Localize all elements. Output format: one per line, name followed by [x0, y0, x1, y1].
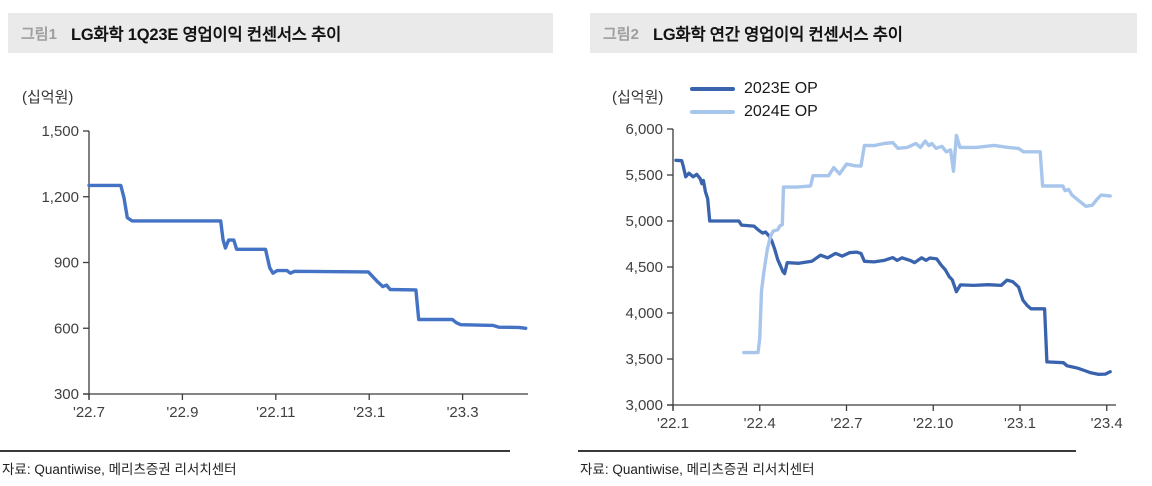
figure-2-tag: 그림2 [603, 25, 639, 43]
svg-text:'23.1: '23.1 [1004, 415, 1036, 432]
svg-text:5,500: 5,500 [625, 167, 663, 184]
quarterly-op-consensus-chart: 300 600 900 1,200 1,500 '22.7 '22.9 '22.11 '23.1… [41, 123, 528, 421]
figure-1-tag: 그림1 [21, 25, 57, 43]
figure-2-title: LG화학 연간 영업이익 컨센서스 추이 [652, 26, 903, 44]
figure-2-unit-label: (십억원) [612, 89, 664, 106]
svg-text:'22.11: '22.11 [256, 404, 295, 421]
figure-2-divider [578, 450, 1076, 452]
chart-legend: 2023E OP 2024E OP [690, 80, 818, 120]
legend-swatch-2024e-op [690, 110, 735, 114]
svg-text:'22.7: '22.7 [830, 415, 862, 432]
svg-text:'23.1: '23.1 [353, 404, 385, 421]
figure-1-title: LG화학 1Q23E 영업이익 컨센서스 추이 [70, 26, 342, 44]
svg-text:3,500: 3,500 [625, 351, 663, 368]
figure-2-source-note: 자료: Quantiwise, 메리츠증권 리서치센터 [580, 462, 815, 477]
svg-text:'23.4: '23.4 [1091, 415, 1123, 432]
legend-swatch-2023e-op [690, 87, 735, 91]
svg-text:6,000: 6,000 [625, 121, 663, 138]
svg-text:4,500: 4,500 [625, 259, 663, 276]
legend-item-2023e: 2023E OP [690, 80, 818, 97]
svg-text:'22.1: '22.1 [657, 415, 689, 432]
svg-text:4,000: 4,000 [625, 305, 663, 322]
svg-text:600: 600 [54, 320, 79, 337]
legend-label-2023e-op: 2023E OP [744, 80, 818, 97]
annual-op-consensus-chart: 3,000 3,500 4,000 4,500 5,000 5,500 6,000 '22.1… [625, 121, 1123, 432]
figure-1-panel: 그림1 LG화학 1Q23E 영업이익 컨센서스 추이 (십억원) 300 600… [0, 13, 553, 477]
figure-2-header: 그림2 LG화학 연간 영업이익 컨센서스 추이 [590, 13, 1137, 53]
svg-text:'22.10: '22.10 [913, 415, 953, 432]
figure-1-header: 그림1 LG화학 1Q23E 영업이익 컨센서스 추이 [8, 13, 553, 53]
svg-text:'23.3: '23.3 [447, 404, 479, 421]
legend-label-2024e-op: 2024E OP [744, 103, 818, 120]
svg-text:300: 300 [54, 386, 79, 403]
legend-item-2024e: 2024E OP [690, 103, 818, 120]
svg-text:900: 900 [54, 255, 79, 272]
figure-2-panel: 그림2 LG화학 연간 영업이익 컨센서스 추이 (십억원) 2023E OP … [576, 0, 1152, 486]
figure-1-unit-label: (십억원) [22, 89, 74, 106]
svg-text:'22.9: '22.9 [166, 404, 198, 421]
figure-1-divider [0, 450, 510, 452]
svg-text:3,000: 3,000 [625, 397, 663, 414]
svg-text:5,000: 5,000 [625, 213, 663, 230]
svg-text:'22.7: '22.7 [73, 404, 105, 421]
svg-text:1,500: 1,500 [41, 123, 79, 140]
svg-text:1,200: 1,200 [41, 189, 79, 206]
figure-1-source-note: 자료: Quantiwise, 메리츠증권 리서치센터 [2, 462, 237, 477]
svg-text:'22.4: '22.4 [744, 415, 776, 432]
